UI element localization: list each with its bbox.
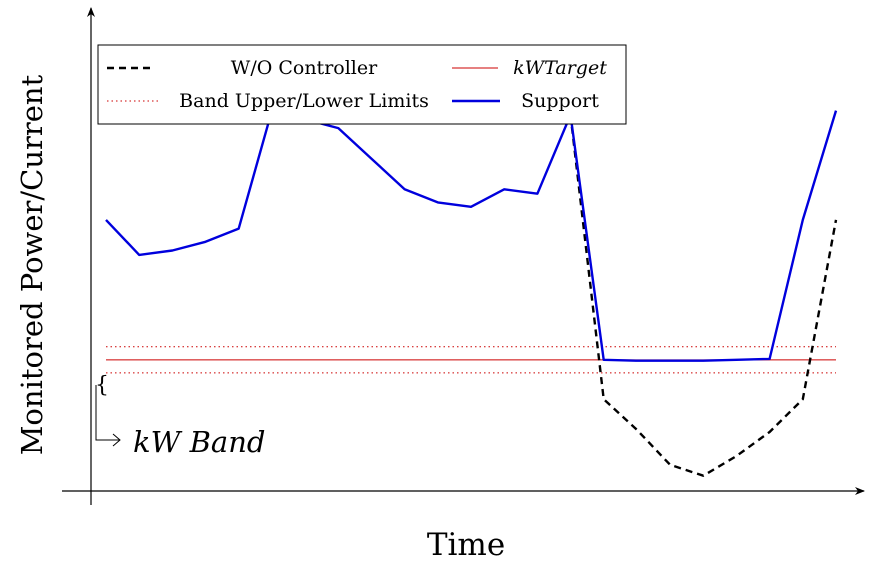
y-axis-label: Monitored Power/Current: [15, 74, 49, 455]
annotation-leader-line: [95, 385, 120, 441]
legend: W/O Controller kWTarget Band Upper/Lower…: [97, 44, 627, 125]
legend-box: [97, 44, 627, 125]
x-axis-label: Time: [427, 527, 505, 563]
annotation-arrowhead: [112, 433, 121, 447]
series-line-w-o-controller: [569, 114, 838, 477]
annotation-text: kW Band: [133, 425, 265, 459]
legend-label-wo-controller: W/O Controller: [231, 57, 378, 79]
series-group: [105, 109, 838, 477]
legend-label-kw-target: kWTarget: [513, 57, 607, 79]
legend-label-band-limits: Band Upper/Lower Limits: [179, 90, 429, 112]
band-brace: {: [95, 373, 109, 398]
legend-label-support: Support: [521, 90, 599, 112]
series-line-support: [105, 109, 838, 362]
kw-band-annotation: { kW Band: [95, 373, 265, 459]
